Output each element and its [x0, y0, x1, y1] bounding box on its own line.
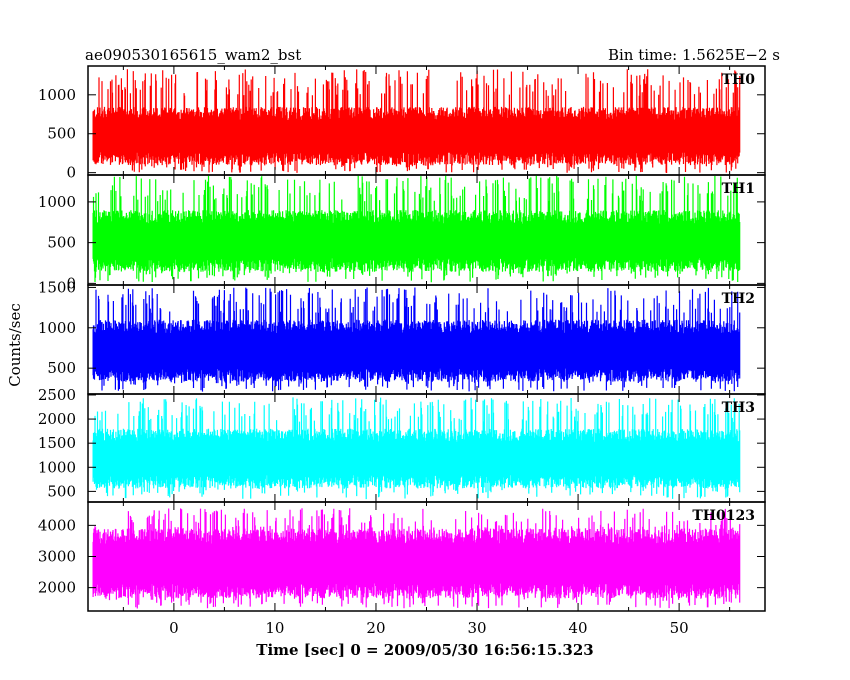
y-tick-label: 1000	[38, 458, 76, 476]
y-tick-label: 1500	[38, 434, 76, 452]
series-core-th0	[93, 121, 740, 151]
panel-label-th0123: TH0123	[692, 508, 755, 524]
bin-time-label: Bin time: 1.5625E−2 s	[608, 46, 780, 64]
y-tick-label: 1000	[38, 193, 76, 211]
y-tick-label: 4000	[38, 516, 76, 534]
y-tick-label: 1500	[38, 278, 76, 296]
y-tick-label: 1000	[38, 319, 76, 337]
panels-group: 05001000TH005001000TH150010001500TH25001…	[38, 65, 766, 637]
y-tick-label: 500	[47, 234, 76, 252]
x-tick-label: 10	[265, 619, 284, 637]
panel-label-th1: TH1	[722, 181, 755, 197]
y-axis-label: Counts/sec	[6, 303, 24, 387]
x-tick-label: 20	[366, 619, 385, 637]
series-core-th2	[93, 335, 740, 367]
y-tick-label: 500	[47, 482, 76, 500]
panel-label-th2: TH2	[722, 291, 755, 307]
y-tick-label: 2000	[38, 579, 76, 597]
y-tick-label: 2500	[38, 386, 76, 404]
x-tick-label: 30	[467, 619, 486, 637]
y-tick-label: 500	[47, 359, 76, 377]
x-tick-label: 50	[670, 619, 689, 637]
y-tick-label: 1000	[38, 86, 76, 104]
y-tick-label: 0	[66, 164, 76, 182]
series-core-th3	[93, 443, 740, 474]
panel-label-th0: TH0	[722, 72, 756, 88]
y-tick-label: 3000	[38, 548, 76, 566]
series-core-th0123	[93, 545, 740, 582]
y-tick-label: 2000	[38, 410, 76, 428]
y-tick-label: 0	[66, 274, 76, 292]
series-core-th1	[93, 225, 740, 257]
chart-title: ae090530165615_wam2_bst	[85, 46, 301, 64]
series-th0	[92, 69, 741, 173]
x-tick-label: 40	[569, 619, 588, 637]
x-tick-label: 0	[169, 619, 179, 637]
y-tick-label: 500	[47, 125, 76, 143]
panel-label-th3: TH3	[722, 400, 755, 416]
x-axis-label: Time [sec] 0 = 2009/05/30 16:56:15.323	[256, 641, 593, 659]
